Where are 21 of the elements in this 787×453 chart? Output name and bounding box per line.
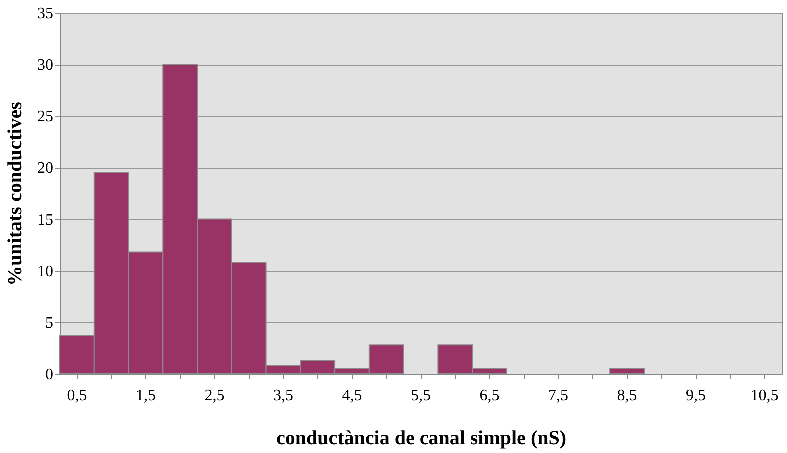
x-tick-label: 9,5 [686,388,706,404]
x-tick-label: 10,5 [750,388,779,404]
y-tick-label: 35 [38,6,54,22]
x-tick-label: 5,5 [411,388,431,404]
x-tick-label: 6,5 [480,388,500,404]
y-axis-title: %unitats conductives [4,102,26,286]
x-tick-label: 1,5 [136,388,156,404]
x-tick-label: 3,5 [273,388,294,404]
x-tick-label: 7,5 [548,388,569,404]
y-tick-label: 10 [38,263,54,280]
x-tick-label: 0,5 [67,388,88,404]
y-tick-label: 20 [38,160,54,178]
y-tick-label: 15 [38,212,54,229]
x-axis-title: conductància de canal simple (nS) [276,428,567,450]
y-tick-label: 30 [38,57,54,74]
y-tick-label: 5 [46,314,54,332]
x-tick-label: 8,5 [617,388,638,404]
x-tick-label: 2,5 [204,388,225,404]
y-tick-label: 25 [38,108,54,126]
y-tick-label: 0 [46,366,54,384]
x-tick-label: 4,5 [342,388,362,404]
